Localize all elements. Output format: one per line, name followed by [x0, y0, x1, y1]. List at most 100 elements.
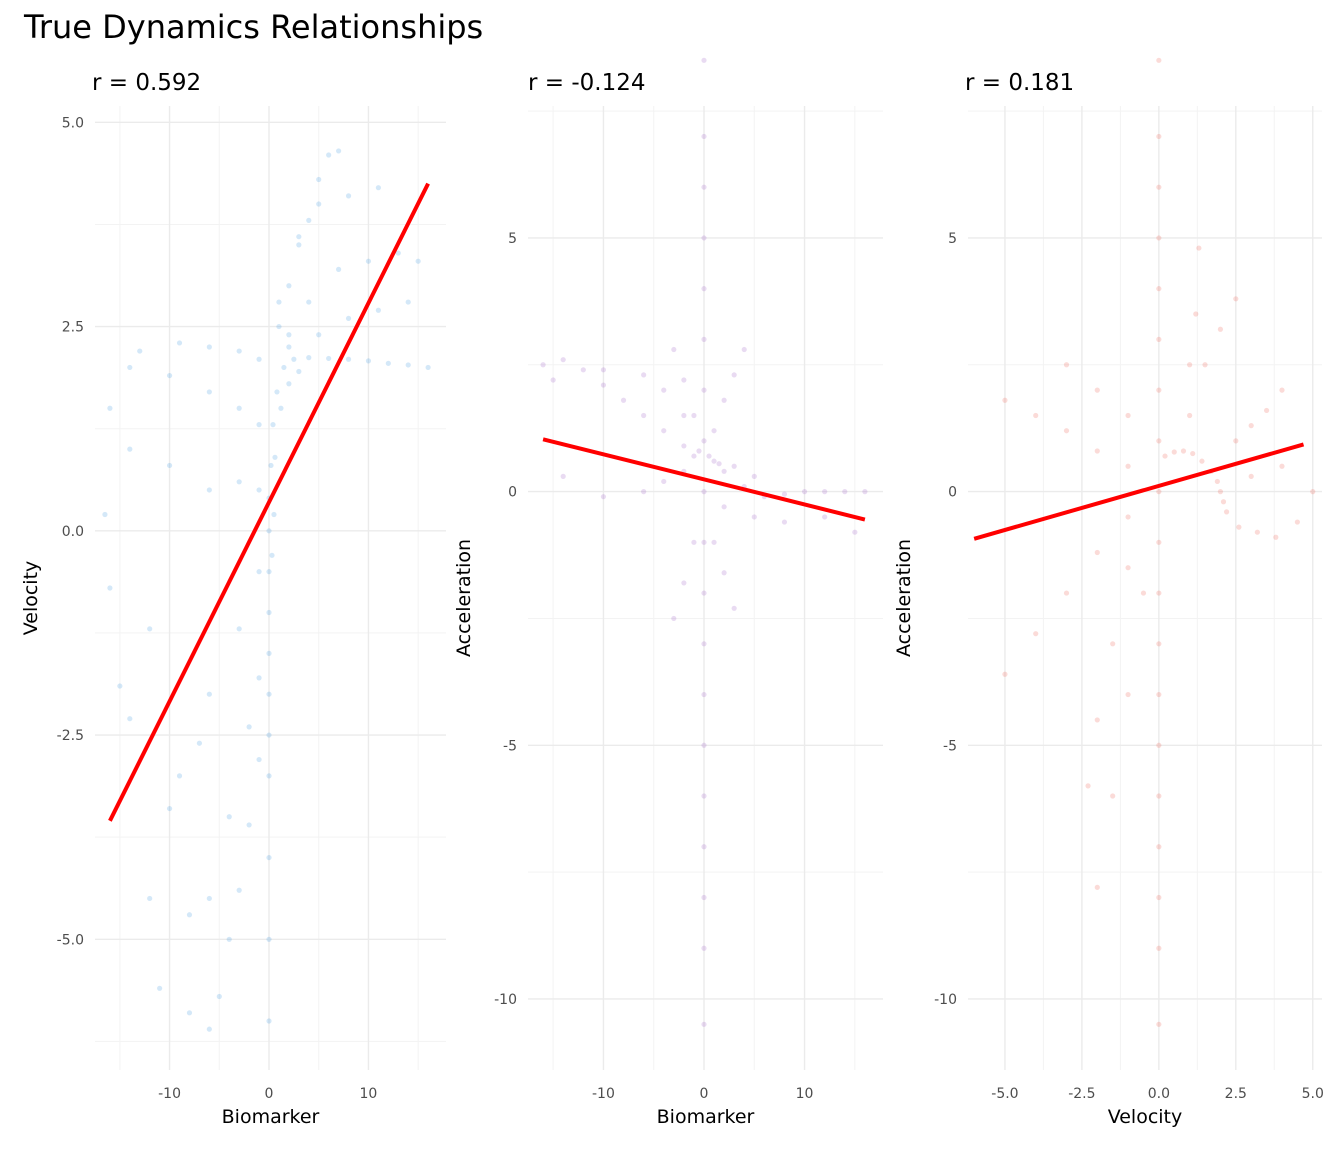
data-point [580, 367, 586, 373]
data-point [206, 389, 212, 395]
data-point [1171, 449, 1177, 455]
data-point [345, 193, 352, 199]
data-point [365, 258, 372, 264]
data-point [681, 377, 687, 383]
x-tick-label: 2.5 [1225, 1086, 1247, 1102]
data-point [731, 605, 737, 611]
y-tick-label: 0 [508, 485, 517, 501]
data-point [701, 489, 707, 495]
data-point [117, 683, 123, 689]
data-point [1236, 524, 1242, 530]
fit-line [542, 437, 866, 522]
data-point [721, 397, 727, 403]
data-point [1094, 717, 1100, 723]
data-point [671, 615, 677, 622]
data-point [206, 895, 212, 902]
data-point [781, 491, 788, 497]
data-point [1217, 489, 1224, 495]
data-point [166, 372, 173, 379]
data-point [1110, 793, 1116, 799]
data-point [236, 887, 242, 893]
data-point [274, 389, 280, 395]
data-point [127, 364, 133, 371]
data-point [415, 258, 421, 264]
data-point [701, 590, 707, 596]
data-point [206, 691, 212, 697]
data-point [1094, 448, 1100, 454]
data-point [1033, 631, 1039, 637]
data-point [691, 453, 697, 459]
data-point [661, 478, 667, 485]
data-point [701, 742, 707, 748]
data-point [681, 580, 687, 586]
data-point [721, 468, 727, 474]
y-tick-label: -2.5 [57, 728, 84, 744]
data-point [1085, 783, 1091, 789]
fit-line [108, 182, 430, 822]
data-point [681, 443, 687, 449]
correlation-label: r = -0.124 [528, 70, 646, 96]
data-point [256, 422, 262, 428]
data-point [600, 494, 607, 500]
data-point [1156, 336, 1162, 342]
data-point [206, 487, 212, 493]
y-tick-label: 0 [948, 485, 957, 501]
data-point [365, 358, 372, 364]
data-point [268, 462, 274, 469]
data-point [1156, 286, 1162, 292]
correlation-label: r = 0.592 [92, 70, 201, 96]
data-point [701, 894, 707, 901]
data-point [1125, 565, 1131, 571]
data-point [1180, 448, 1187, 454]
data-point [256, 356, 262, 362]
data-point [266, 528, 272, 534]
data-point [560, 473, 566, 479]
data-point [345, 356, 352, 362]
y-axis-label: Velocity [20, 561, 42, 636]
data-point [107, 585, 113, 591]
y-tick-label: -10 [494, 992, 517, 1008]
data-point [711, 458, 717, 464]
data-point [1254, 529, 1260, 535]
data-point [701, 286, 707, 292]
data-point [696, 448, 702, 454]
y-axis-label: Acceleration [453, 539, 475, 657]
data-point [271, 511, 277, 518]
data-point [1217, 326, 1224, 332]
y-tick-label: 5 [508, 231, 517, 247]
data-point [701, 539, 707, 545]
data-point [1094, 884, 1100, 890]
y-tick-label: 2.5 [62, 320, 84, 336]
data-point [1187, 412, 1193, 419]
correlation-label: r = 0.181 [965, 70, 1074, 96]
y-tick-label: 5.0 [62, 115, 84, 131]
data-point [711, 428, 717, 434]
data-point [862, 489, 868, 495]
data-point [691, 412, 697, 419]
data-point [1156, 844, 1162, 850]
axis-ticks: -5.0 -2.5 0.0 2.5 5.0 -10 -5 0 5 [934, 231, 1324, 1102]
x-tick-label: 5.0 [1302, 1086, 1324, 1102]
data-point [781, 519, 788, 525]
data-point [701, 1021, 707, 1027]
data-point [186, 912, 193, 918]
data-point [661, 428, 667, 434]
data-point [326, 152, 332, 158]
data-point [1156, 438, 1162, 444]
x-axis-label: Biomarker [657, 1106, 755, 1128]
data-point [266, 1018, 272, 1024]
data-point [286, 381, 292, 387]
data-point [226, 814, 232, 820]
data-point [641, 372, 647, 378]
data-point [721, 504, 727, 510]
scatter-panel-acceleration-vs-velocity: -5.0 -2.5 0.0 2.5 5.0 -10 -5 0 5 r = 0.181 Veloc… [893, 57, 1324, 1128]
data-point [336, 148, 342, 154]
data-point [701, 235, 707, 241]
data-point [1310, 489, 1316, 495]
data-point [1187, 362, 1193, 368]
data-point [345, 315, 352, 322]
data-point [296, 368, 302, 375]
data-point [1125, 514, 1131, 520]
data-point [1199, 458, 1205, 464]
x-tick-label: -2.5 [1068, 1086, 1095, 1102]
